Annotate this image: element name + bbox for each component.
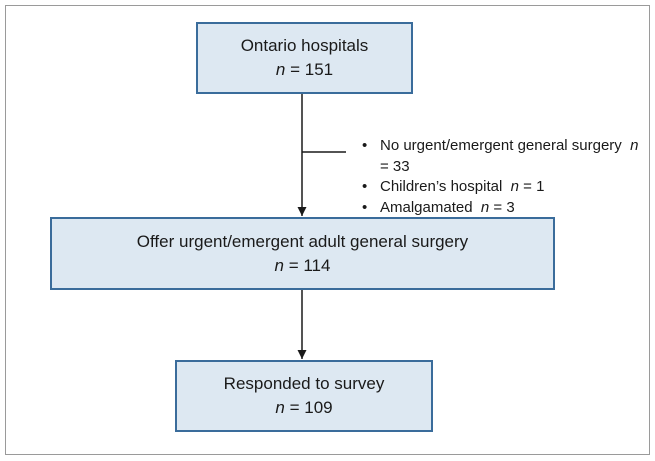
exclusion-count: n = 33 (380, 137, 639, 175)
exclusion-item: Amalgamated n = 3 (362, 198, 650, 219)
exclusion-item: No urgent/emergent general surgery n = 3… (362, 136, 650, 177)
exclusion-text: No urgent/emergent general surgery (380, 137, 622, 154)
frame (5, 5, 650, 455)
node-count: n = 114 (274, 255, 331, 275)
exclusion-item: Children’s hospital n = 1 (362, 177, 650, 198)
node-count: n = 109 (275, 398, 333, 417)
exclusion-count: n = 3 (480, 198, 515, 216)
exclusion-list: No urgent/emergent general surgery n = 3… (362, 136, 650, 218)
exclusion-count: n = 1 (510, 178, 545, 195)
exclusion-text: Amalgamated (380, 198, 473, 216)
node-label: Offer urgent/emergent adult general surg… (136, 231, 469, 251)
node: Offer urgent/emergent adult general surg… (50, 217, 555, 290)
node-label: Responded to survey (223, 374, 385, 393)
node-count: n = 151 (275, 60, 334, 79)
node: Responded to survey n = 109 (175, 360, 433, 432)
exclusion-text: Children’s hospital (380, 178, 503, 195)
node: Ontario hospitals n = 151 (196, 22, 413, 94)
node-label: Ontario hospitals (240, 36, 369, 55)
